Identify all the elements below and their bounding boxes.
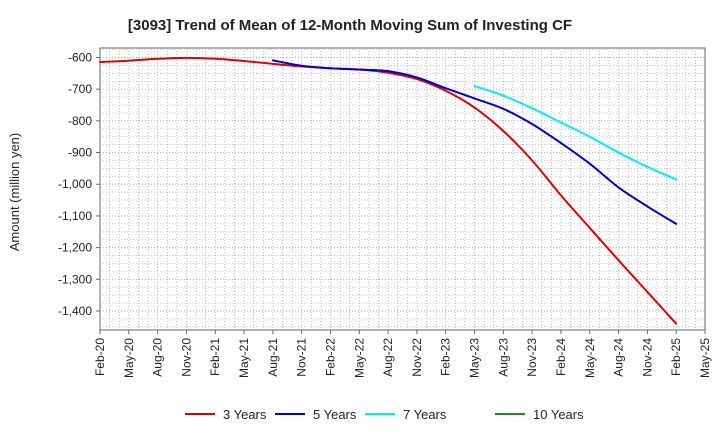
x-tick-label: Aug-22 (381, 338, 395, 377)
series-line-5-years (271, 59, 678, 225)
x-tick-label: Feb-24 (554, 338, 568, 376)
x-tick-label: Feb-23 (439, 338, 453, 376)
legend-label-7-years: 7 Years (403, 407, 447, 422)
y-tick-label: -600 (68, 51, 92, 65)
x-tick-label: May-23 (468, 338, 482, 378)
x-tick-label: Feb-25 (669, 338, 683, 376)
y-tick-label: -1,000 (58, 177, 92, 191)
x-tick-label: Nov-20 (179, 338, 193, 377)
x-tick-label: Feb-21 (208, 338, 222, 376)
x-tick-label: May-25 (698, 338, 712, 378)
x-tick-label: Nov-22 (410, 338, 424, 377)
x-tick-label: Aug-23 (496, 338, 510, 377)
x-tick-label: May-20 (122, 338, 136, 378)
x-tick-label: Aug-21 (266, 338, 280, 377)
series-line-3-years (99, 56, 678, 325)
x-tick-label: Nov-23 (525, 338, 539, 377)
plot-frame (99, 47, 706, 331)
legend: 3 Years 5 Years 7 Years 10 Years (185, 407, 584, 422)
grid-layer (99, 47, 706, 331)
y-tick-label: -1,300 (58, 272, 92, 286)
y-tick-label: -900 (68, 146, 92, 160)
y-tick-label: -1,200 (58, 241, 92, 255)
x-tick-label: Aug-24 (612, 338, 626, 377)
x-tick-label: Feb-20 (93, 338, 107, 376)
y-tick-label: -700 (68, 82, 92, 96)
legend-label-5-years: 5 Years (313, 407, 357, 422)
x-tick-label: May-21 (237, 338, 251, 378)
series-layer (99, 56, 678, 325)
legend-label-3-years: 3 Years (223, 407, 267, 422)
series-line-7-years (473, 85, 678, 181)
x-tick-label: May-22 (352, 338, 366, 378)
x-tick-label: Feb-22 (323, 338, 337, 376)
y-tick-label: -1,400 (58, 304, 92, 318)
x-tick-label: May-24 (583, 338, 597, 378)
legend-label-10-years: 10 Years (533, 407, 584, 422)
x-tick-label: Nov-21 (295, 338, 309, 377)
y-tick-label: -1,100 (58, 209, 92, 223)
y-tick-label: -800 (68, 114, 92, 128)
chart-title: [3093] Trend of Mean of 12-Month Moving … (128, 17, 572, 34)
x-tick-label: Nov-24 (640, 338, 654, 377)
axis-layer: -600 -700 -800 -900 -1,000 -1,100 -1,200 -1,300… (58, 51, 712, 379)
y-axis-label: Amount (million yen) (7, 133, 22, 252)
x-tick-label: Aug-20 (151, 338, 165, 377)
